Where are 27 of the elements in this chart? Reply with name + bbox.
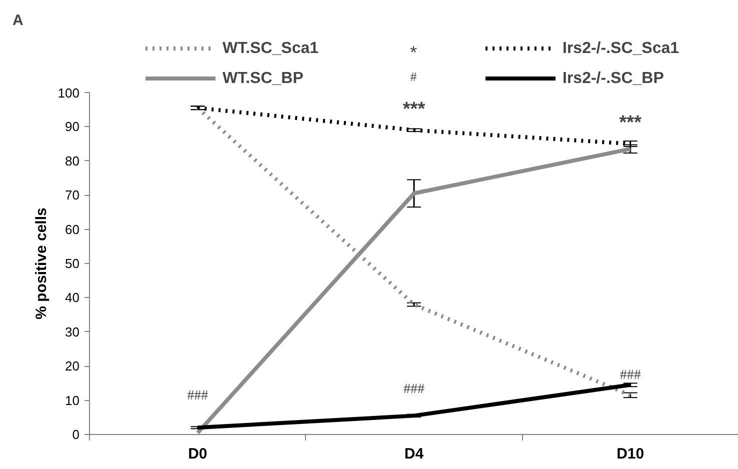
annotation: ### bbox=[404, 382, 424, 397]
y-tick-label: 100 bbox=[58, 86, 80, 100]
legend-label: WT.SC_BP bbox=[222, 70, 304, 87]
y-tick-label: 30 bbox=[65, 324, 80, 340]
x-tick-label: D4 bbox=[404, 446, 424, 462]
annotation: *** bbox=[619, 112, 642, 134]
y-tick-label: 90 bbox=[65, 119, 80, 134]
y-tick-label: 20 bbox=[65, 358, 80, 374]
y-tick-label: 40 bbox=[65, 290, 80, 306]
y-axis-title: % positive cells bbox=[32, 208, 50, 320]
text: A bbox=[12, 12, 24, 29]
text: # bbox=[410, 69, 418, 84]
annotation: ### bbox=[187, 388, 208, 404]
x-tick-label: D10 bbox=[616, 446, 644, 462]
x-tick-label: D0 bbox=[188, 446, 208, 462]
y-tick-label: 70 bbox=[65, 188, 80, 203]
legend-label: WT.SC_Sca1 bbox=[222, 40, 319, 57]
y-tick-label: 50 bbox=[65, 256, 80, 271]
y-tick-label: 0 bbox=[72, 427, 80, 442]
annotation: ### bbox=[620, 368, 641, 384]
y-tick-label: 10 bbox=[65, 392, 80, 408]
annotation: *** bbox=[402, 98, 426, 120]
y-tick-label: 60 bbox=[65, 222, 80, 237]
text: * bbox=[410, 42, 418, 62]
legend-label: Irs2-/-.SC_BP bbox=[562, 70, 664, 87]
legend-label: Irs2-/-.SC_Sca1 bbox=[562, 40, 680, 57]
y-tick-label: 80 bbox=[65, 153, 80, 168]
